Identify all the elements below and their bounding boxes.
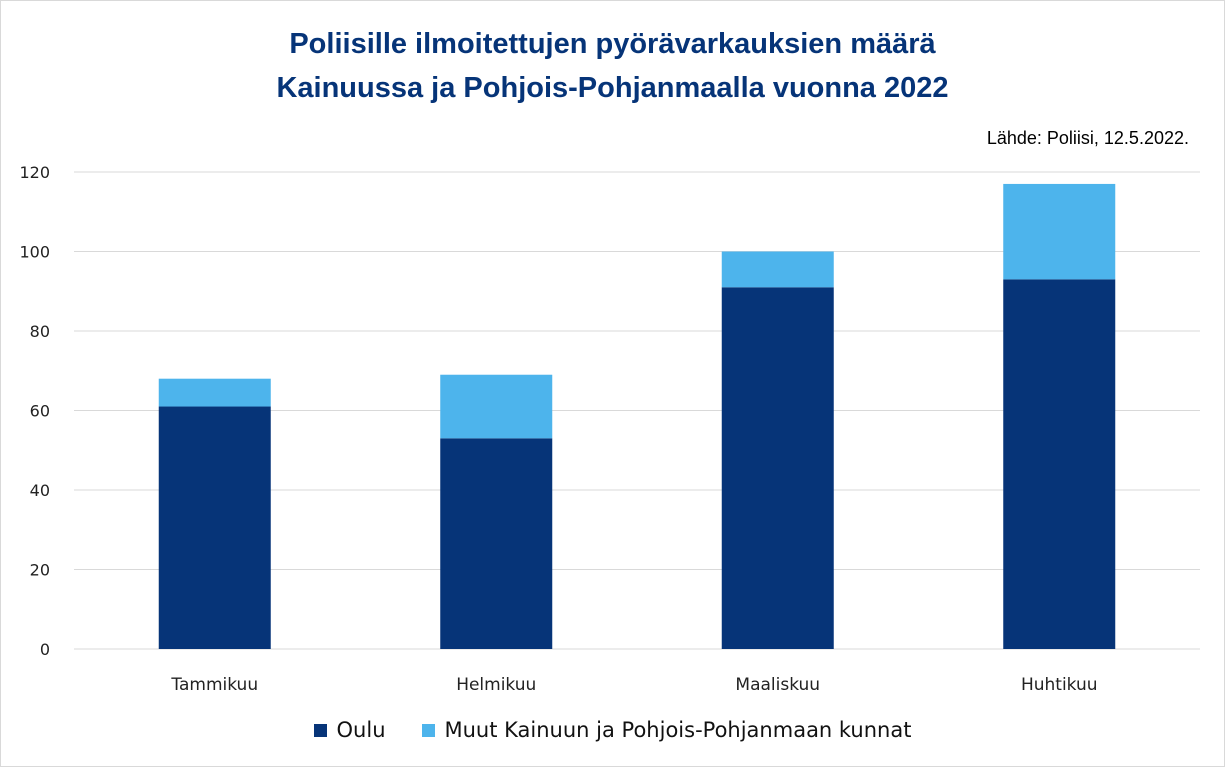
bar-muut bbox=[721, 251, 834, 288]
source-note: Lähde: Poliisi, 12.5.2022. bbox=[986, 128, 1189, 148]
bar-muut bbox=[440, 374, 553, 439]
y-tick-label: 80 bbox=[30, 322, 50, 341]
chart-title: Poliisille ilmoitettujen pyörävarkauksie… bbox=[0, 22, 1225, 110]
bar-oulu bbox=[1003, 279, 1116, 649]
bar-oulu bbox=[440, 438, 553, 649]
title-line-1: Poliisille ilmoitettujen pyörävarkauksie… bbox=[289, 28, 936, 60]
title-line-2: Kainuussa ja Pohjois-Pohjanmaalla vuonna… bbox=[276, 72, 949, 104]
x-tick-label: Tammikuu bbox=[170, 675, 258, 695]
y-tick-label: 100 bbox=[19, 243, 50, 262]
y-tick-label: 120 bbox=[19, 163, 50, 182]
legend-item-muut: Muut Kainuun ja Pohjois-Pohjanmaan kunna… bbox=[421, 718, 912, 742]
x-tick-label: Maaliskuu bbox=[735, 675, 820, 695]
bar-oulu bbox=[721, 287, 834, 649]
bar-muut bbox=[1003, 183, 1116, 280]
legend-swatch bbox=[421, 723, 435, 737]
bar-muut bbox=[158, 378, 271, 407]
y-tick-label: 0 bbox=[40, 640, 50, 659]
legend: Oulu Muut Kainuun ja Pohjois-Pohjanmaan … bbox=[0, 718, 1225, 742]
legend-label: Oulu bbox=[336, 718, 386, 742]
legend-swatch bbox=[313, 723, 327, 737]
y-tick-label: 60 bbox=[30, 402, 50, 421]
legend-item-oulu: Oulu bbox=[313, 718, 386, 742]
y-tick-label: 20 bbox=[30, 561, 50, 580]
legend-label: Muut Kainuun ja Pohjois-Pohjanmaan kunna… bbox=[444, 718, 912, 742]
x-tick-label: Helmikuu bbox=[456, 675, 536, 695]
bar-oulu bbox=[158, 406, 271, 649]
y-tick-label: 40 bbox=[30, 481, 50, 500]
x-tick-label: Huhtikuu bbox=[1021, 675, 1098, 695]
